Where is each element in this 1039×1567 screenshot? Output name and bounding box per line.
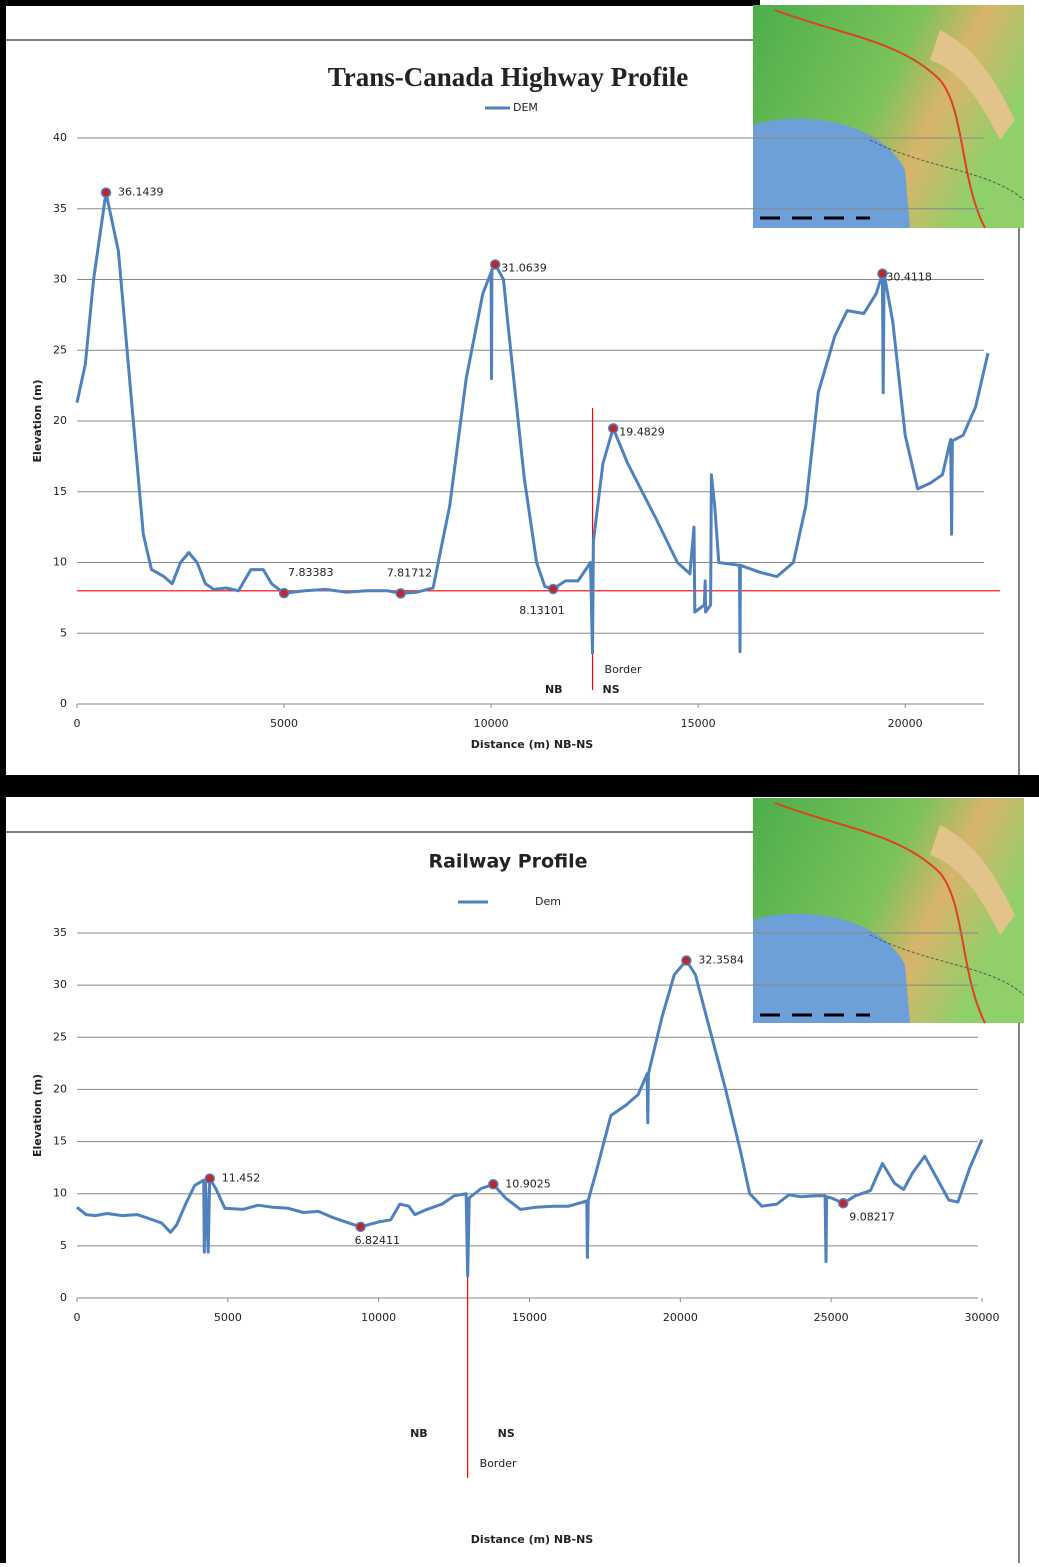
y-tick-label: 5: [60, 626, 67, 639]
y-tick-label: 35: [53, 926, 67, 939]
x-tick-label: 20000: [888, 717, 923, 730]
border-label: Border: [480, 1457, 517, 1470]
y-tick-label: 30: [53, 273, 67, 286]
point-marker: [491, 260, 500, 269]
x-tick-label: 0: [74, 1311, 81, 1324]
y-tick-label: 25: [53, 1030, 67, 1043]
point-marker: [489, 1180, 498, 1189]
point-label: 32.3584: [698, 954, 744, 967]
x-tick-label: 20000: [663, 1311, 698, 1324]
map-inset: [753, 5, 1024, 228]
y-tick-label: 10: [53, 556, 67, 569]
y-tick-label: 10: [53, 1187, 67, 1200]
side-label: NS: [603, 683, 620, 696]
x-tick-label: 10000: [474, 717, 509, 730]
point-marker: [205, 1174, 214, 1183]
y-axis-label: Elevation (m): [31, 1074, 44, 1157]
point-label: 6.82411: [355, 1234, 401, 1247]
x-tick-label: 15000: [681, 717, 716, 730]
chart-title: Trans-Canada Highway Profile: [328, 62, 689, 92]
point-label: 10.9025: [505, 1177, 551, 1190]
legend-label: Dem: [535, 895, 561, 908]
y-tick-label: 15: [53, 485, 67, 498]
y-tick-label: 20: [53, 1082, 67, 1095]
point-label: 36.1439: [118, 186, 163, 199]
x-tick-label: 25000: [814, 1311, 849, 1324]
point-marker: [682, 956, 691, 965]
y-tick-label: 5: [60, 1239, 67, 1252]
y-tick-label: 15: [53, 1135, 67, 1148]
point-label: 31.0639: [501, 261, 547, 274]
y-tick-label: 25: [53, 343, 67, 356]
y-tick-label: 0: [60, 697, 67, 710]
point-label: 8.13101: [519, 604, 565, 617]
point-marker: [101, 188, 110, 197]
side-label: NB: [410, 1427, 428, 1440]
page: Trans-Canada Highway Profile 0 5 10 15 20 25 30…: [0, 0, 1039, 1563]
point-marker: [549, 584, 558, 593]
side-label: NB: [545, 683, 563, 696]
y-axis-label: Elevation (m): [31, 379, 44, 462]
point-marker: [839, 1199, 848, 1208]
y-tick-label: 0: [60, 1291, 67, 1304]
x-axis-label: Distance (m) NB-NS: [471, 738, 593, 751]
x-tick-label: 15000: [512, 1311, 547, 1324]
point-marker: [356, 1222, 365, 1231]
map-inset: [753, 798, 1024, 1023]
point-marker: [280, 589, 289, 598]
chart-title: Railway Profile: [428, 851, 587, 873]
y-tick-label: 35: [53, 202, 67, 215]
point-label: 11.452: [222, 1172, 261, 1185]
side-label: NS: [498, 1427, 515, 1440]
x-tick-label: 30000: [965, 1311, 1000, 1324]
x-tick-label: 10000: [361, 1311, 396, 1324]
point-label: 7.83383: [288, 566, 334, 579]
legend-label: DEM: [513, 101, 538, 114]
y-tick-label: 40: [53, 131, 67, 144]
point-marker: [609, 424, 618, 433]
point-label: 19.4829: [619, 425, 665, 438]
x-tick-label: 0: [74, 717, 81, 730]
point-label: 30.4118: [886, 271, 932, 284]
point-label: 9.08217: [849, 1210, 895, 1223]
x-axis-label: Distance (m) NB-NS: [471, 1533, 593, 1546]
point-marker: [396, 589, 405, 598]
y-tick-label: 30: [53, 978, 67, 991]
point-label: 7.81712: [387, 566, 433, 579]
border-label: Border: [605, 663, 642, 676]
y-tick-label: 20: [53, 414, 67, 427]
x-tick-label: 5000: [214, 1311, 242, 1324]
x-tick-label: 5000: [270, 717, 298, 730]
